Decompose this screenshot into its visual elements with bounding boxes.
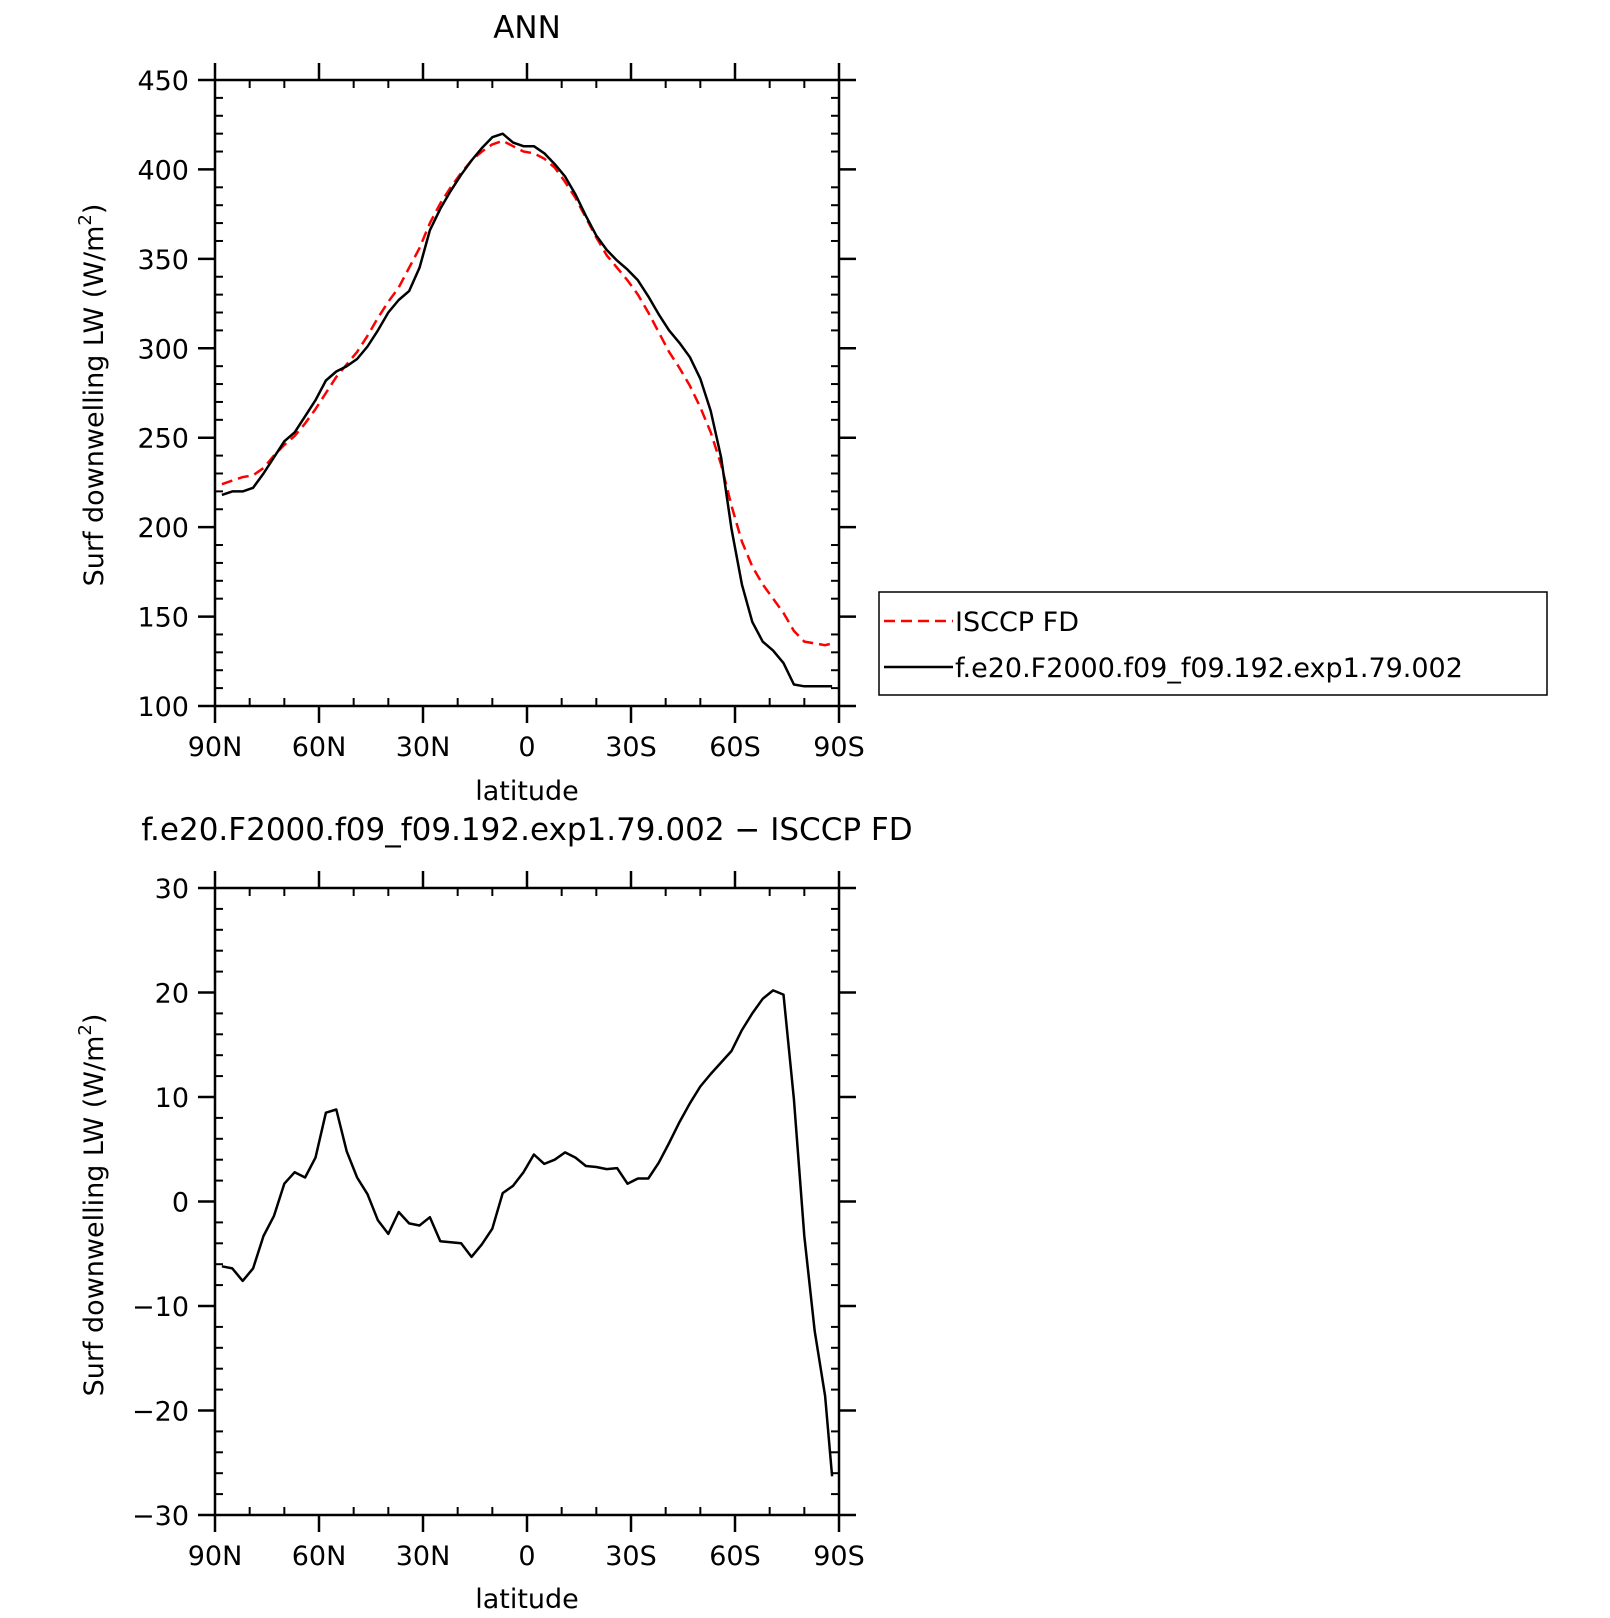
legend-label-model: f.e20.F2000.f09_f09.192.exp1.79.002 [955,653,1463,684]
bottom-xtick-label: 30N [396,1541,451,1572]
bottom-chart-title: f.e20.F2000.f09_f09.192.exp1.79.002 − IS… [141,812,912,848]
bottom-xtick-label: 60N [292,1541,347,1572]
bottom-xtick-label: 90N [188,1541,243,1572]
top-chart-xlabel: latitude [475,776,579,807]
top-xtick-label: 0 [518,732,535,763]
top-ytick-label: 150 [137,603,189,634]
top-xtick-label: 90S [813,732,865,763]
bottom-chart-xlabel: latitude [475,1584,579,1613]
top-chart-ylabel: Surf downwelling LW (W/m2) [75,204,110,587]
bottom-ytick-label: −20 [132,1397,189,1428]
legend: ISCCP FD f.e20.F2000.f09_f09.192.exp1.79… [878,591,1548,696]
bottom-plot-frame [213,886,841,1517]
top-xtick-label: 30S [605,732,657,763]
top-chart-title: ANN [493,10,561,46]
top-plot-frame [213,78,841,708]
bottom-ytick-label: 10 [155,1083,189,1114]
top-ytick-label: 300 [137,334,189,365]
top-series-line-0 [221,139,833,647]
top-xtick-label: 30N [396,732,451,763]
bottom-chart-panel: f.e20.F2000.f09_f09.192.exp1.79.002 − IS… [75,812,913,1615]
top-ytick-label: 100 [137,692,189,723]
legend-box [878,591,1548,696]
top-ytick-label: 450 [137,66,189,97]
bottom-ytick-label: 0 [172,1188,189,1219]
bottom-series-line-0 [221,989,834,1477]
top-chart-panel: ANN Surf downwelling LW (W/m2) latitude … [75,10,865,807]
bottom-xtick-label: 60S [709,1541,761,1572]
top-ytick-label: 200 [137,513,189,544]
top-ytick-label: 350 [137,245,189,276]
top-xtick-label: 60S [709,732,761,763]
bottom-xtick-label: 30S [605,1541,657,1572]
legend-label-isccp: ISCCP FD [955,607,1079,638]
bottom-ytick-label: −30 [132,1501,189,1532]
bottom-xtick-label: 0 [518,1541,535,1572]
top-xtick-label: 60N [292,732,347,763]
top-series-line-1 [221,132,833,688]
bottom-xtick-label: 90S [813,1541,865,1572]
bottom-ytick-label: −10 [132,1292,189,1323]
bottom-ytick-label: 30 [155,874,189,905]
bottom-ytick-label: 20 [155,979,189,1010]
bottom-chart-ylabel: Surf downwelling LW (W/m2) [75,1014,110,1397]
top-ytick-label: 400 [137,155,189,186]
top-xtick-label: 90N [188,732,243,763]
top-ytick-label: 250 [137,424,189,455]
